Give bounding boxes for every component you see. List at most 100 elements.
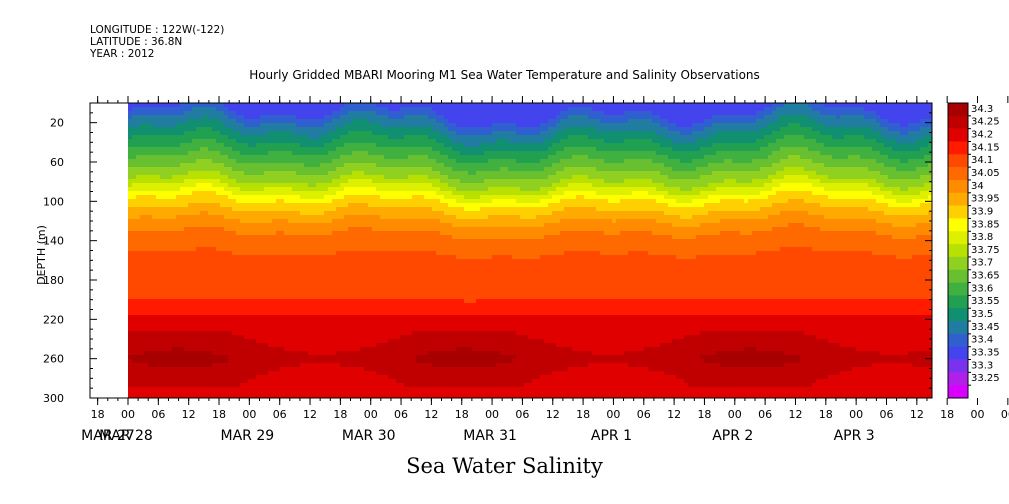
heatmap-cell: [348, 287, 353, 292]
heatmap-cell: [276, 319, 281, 324]
heatmap-cell: [292, 243, 297, 248]
heatmap-cell: [316, 271, 321, 276]
heatmap-cell: [324, 167, 329, 172]
heatmap-cell: [216, 347, 221, 352]
heatmap-cell: [268, 191, 273, 196]
heatmap-cell: [352, 235, 357, 240]
heatmap-cell: [216, 371, 221, 376]
heatmap-cell: [244, 287, 249, 292]
heatmap-cell: [296, 175, 301, 180]
heatmap-cell: [328, 359, 333, 364]
heatmap-cell: [296, 331, 301, 336]
heatmap-cell: [364, 235, 369, 240]
heatmap-cell: [356, 279, 361, 284]
heatmap-cell: [392, 255, 397, 260]
heatmap-cell: [196, 263, 201, 268]
heatmap-cell: [156, 143, 161, 148]
heatmap-cell: [160, 251, 165, 256]
heatmap-cell: [312, 167, 317, 172]
heatmap-cell: [280, 219, 285, 224]
heatmap-cell: [288, 119, 293, 124]
heatmap-cell: [132, 371, 137, 376]
heatmap-cell: [216, 275, 221, 280]
heatmap-cell: [240, 103, 245, 108]
heatmap-cell: [292, 147, 297, 152]
heatmap-cell: [152, 383, 157, 388]
heatmap-cell: [280, 355, 285, 360]
heatmap-cell: [232, 363, 237, 368]
heatmap-cell: [264, 115, 269, 120]
heatmap-cell: [292, 379, 297, 384]
heatmap-cell: [268, 283, 273, 288]
heatmap-cell: [340, 375, 345, 380]
heatmap-cell: [296, 315, 301, 320]
heatmap-cell: [236, 155, 241, 160]
heatmap-cell: [176, 135, 181, 140]
heatmap-cell: [372, 115, 377, 120]
heatmap-cell: [252, 179, 257, 184]
heatmap-cell: [196, 235, 201, 240]
heatmap-cell: [380, 303, 385, 308]
heatmap-cell: [136, 299, 141, 304]
heatmap-cell: [260, 263, 265, 268]
heatmap-cell: [136, 127, 141, 132]
heatmap-cell: [368, 135, 373, 140]
heatmap-cell: [368, 303, 373, 308]
heatmap-cell: [324, 287, 329, 292]
heatmap-cell: [264, 383, 269, 388]
heatmap-cell: [132, 379, 137, 384]
heatmap-cell: [376, 375, 381, 380]
heatmap-cell: [136, 215, 141, 220]
heatmap-cell: [344, 107, 349, 112]
heatmap-cell: [384, 223, 389, 228]
heatmap-cell: [336, 191, 341, 196]
heatmap-cell: [232, 123, 237, 128]
heatmap-cell: [252, 171, 257, 176]
heatmap-cell: [304, 307, 309, 312]
heatmap-cell: [384, 147, 389, 152]
heatmap-cell: [308, 119, 313, 124]
heatmap-cell: [372, 303, 377, 308]
heatmap-cell: [164, 275, 169, 280]
heatmap-cell: [320, 371, 325, 376]
heatmap-cell: [232, 255, 237, 260]
heatmap-cell: [160, 387, 165, 392]
heatmap-cell: [244, 395, 249, 399]
heatmap-cell: [340, 339, 345, 344]
heatmap-cell: [364, 139, 369, 144]
heatmap-cell: [292, 211, 297, 216]
heatmap-cell: [240, 231, 245, 236]
heatmap-cell: [196, 139, 201, 144]
heatmap-cell: [388, 151, 393, 156]
heatmap-cell: [140, 287, 145, 292]
heatmap-cell: [192, 139, 197, 144]
heatmap-cell: [224, 391, 229, 396]
heatmap-cell: [384, 219, 389, 224]
heatmap-cell: [324, 155, 329, 160]
heatmap-cell: [344, 271, 349, 276]
heatmap-cell: [232, 175, 237, 180]
heatmap-cell: [304, 179, 309, 184]
heatmap-cell: [232, 351, 237, 356]
heatmap-cell: [236, 347, 241, 352]
heatmap-cell: [236, 159, 241, 164]
heatmap-cell: [128, 291, 133, 296]
heatmap-cell: [224, 267, 229, 272]
heatmap-cell: [276, 159, 281, 164]
heatmap-cell: [244, 231, 249, 236]
heatmap-cell: [316, 323, 321, 328]
heatmap-cell: [360, 339, 365, 344]
heatmap-cell: [252, 107, 257, 112]
heatmap-cell: [224, 215, 229, 220]
heatmap-cell: [268, 159, 273, 164]
heatmap-cell: [188, 123, 193, 128]
heatmap-cell: [276, 195, 281, 200]
heatmap-cell: [172, 119, 177, 124]
heatmap-cell: [176, 227, 181, 232]
heatmap-cell: [340, 263, 345, 268]
heatmap-cell: [340, 311, 345, 316]
heatmap-cell: [316, 279, 321, 284]
heatmap-cell: [376, 335, 381, 340]
heatmap-cell: [352, 303, 357, 308]
heatmap-cell: [184, 275, 189, 280]
